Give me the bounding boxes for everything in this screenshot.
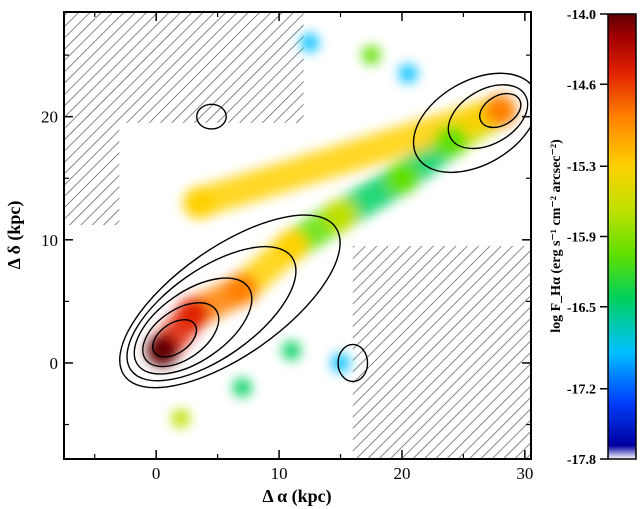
colorbar-tick-label: -14.6 <box>567 78 596 93</box>
colorbar-ticks: -14.0 -14.6 -15.3 -15.9 -16.5 -17.2 -17.8 <box>567 8 608 468</box>
emission-clump <box>282 341 301 360</box>
x-axis-ticks: 0 10 20 30 <box>94 12 533 483</box>
colorbar-tick-label: -14.0 <box>567 8 596 23</box>
y-tick-label: 10 <box>41 231 58 250</box>
emission-clump <box>171 409 190 428</box>
contour-line <box>447 84 529 150</box>
emission-clump <box>232 378 252 397</box>
x-tick-label: 20 <box>393 464 410 483</box>
x-tick-label: 30 <box>516 464 533 483</box>
colorbar-tick-label: -15.9 <box>567 231 596 246</box>
contour-line <box>337 343 369 383</box>
colorbar: -14.0 -14.6 -15.3 -15.9 -16.5 -17.2 -17.8 log … <box>549 8 637 468</box>
plot-area <box>64 12 531 459</box>
colorbar-tick-label: -17.2 <box>567 383 596 398</box>
contour-line <box>126 245 297 382</box>
y-axis-label: Δ δ (kpc) <box>4 201 25 270</box>
masked-regions <box>64 12 531 459</box>
emission-clump <box>385 162 418 195</box>
y-tick-label: 0 <box>50 354 59 373</box>
y-tick-label: 20 <box>41 108 58 127</box>
emission-clump <box>275 229 308 262</box>
emission-clump <box>484 94 517 127</box>
emission-clump <box>435 125 468 158</box>
contour-line <box>412 72 531 174</box>
colorbar-gradient <box>607 13 637 460</box>
emission-clump <box>324 199 357 232</box>
masked-region <box>352 245 531 459</box>
contour-line <box>479 92 522 129</box>
masked-region <box>64 122 120 226</box>
emission-clump <box>300 33 320 53</box>
emission-clump <box>331 353 350 373</box>
contour-line <box>142 302 220 368</box>
contour-line <box>152 319 198 358</box>
contour-line <box>119 214 341 389</box>
x-tick-label: 0 <box>152 464 161 483</box>
emission-clump <box>146 334 179 367</box>
colorbar-tick-label: -16.5 <box>567 301 596 316</box>
emission-clump <box>226 273 259 306</box>
plot-frame <box>63 11 532 460</box>
colorbar-label: log F_Hα (erg s⁻¹ cm⁻² arcsec⁻²) <box>549 139 564 333</box>
y-axis-ticks: 0 10 20 <box>41 54 531 426</box>
emission-clump <box>362 45 381 65</box>
contour-line <box>196 103 227 130</box>
colorbar-tick-label: -15.3 <box>567 160 596 175</box>
contour-lines <box>119 72 531 389</box>
x-tick-label: 10 <box>271 464 288 483</box>
contour-line <box>133 277 253 375</box>
emission-clump <box>183 186 216 219</box>
x-axis-label: Δ α (kpc) <box>262 486 331 507</box>
emission-clump <box>398 64 418 83</box>
masked-region <box>64 12 304 123</box>
colorbar-tick-label: -17.8 <box>567 453 596 468</box>
